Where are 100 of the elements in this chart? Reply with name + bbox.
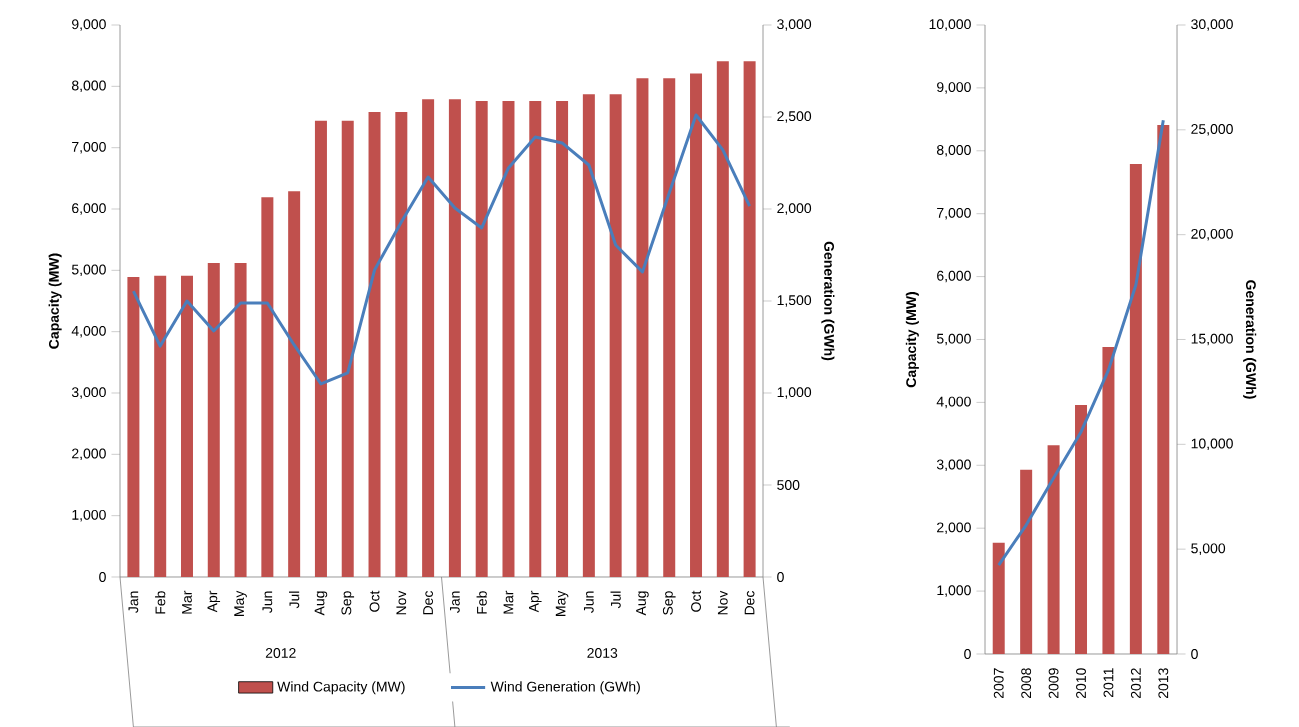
y2-tick-label: 1,500 [777, 295, 812, 307]
x-tick-label: Jan [128, 591, 139, 613]
bar [234, 262, 247, 577]
y-tick-label: 10,000 [929, 19, 971, 31]
bar [582, 94, 595, 577]
bar [368, 111, 381, 577]
y2-tick-label: 10,000 [1191, 438, 1233, 450]
bar [609, 94, 622, 577]
bar [1157, 124, 1170, 654]
x-tick-label: Dec [744, 590, 755, 615]
y2-tick-label: 3,000 [777, 19, 812, 31]
y2-tick-label: 2,000 [777, 203, 812, 215]
x-tick-label: Feb [476, 591, 487, 614]
line-series [997, 118, 1165, 567]
x-tick-label: Aug [314, 591, 328, 616]
x-tick-label: 2009 [1048, 668, 1059, 698]
y2-tick-label: 5,000 [1191, 543, 1226, 555]
y-tick-label: 5,000 [71, 264, 106, 276]
legend-label: Wind Generation (GWh) [490, 681, 640, 695]
y-tick-label: 8,000 [71, 80, 106, 92]
text: 2012 [265, 647, 296, 658]
y-tick-label: 9,000 [937, 81, 971, 94]
x-tick-label: Mar [182, 590, 192, 614]
bar [663, 78, 676, 577]
x-tick-label: Oct [691, 590, 701, 612]
y2-tick-label: 0 [1191, 648, 1198, 659]
y2-axis-title: Generation (GWh) [1243, 279, 1257, 399]
y2-tick-label: 30,000 [1191, 19, 1233, 31]
bar [154, 275, 167, 577]
y-tick-label: 1,000 [72, 509, 106, 522]
bar [422, 99, 435, 577]
x-tick-label: Nov [396, 590, 407, 615]
y-tick-label: 3,000 [71, 387, 106, 399]
y-tick-label: 4,000 [936, 396, 971, 408]
y-tick-label: 6,000 [72, 203, 106, 215]
bar [127, 276, 140, 577]
bar [992, 542, 1005, 654]
x-tick-label: 2011 [1103, 668, 1114, 697]
bar [448, 99, 461, 577]
x-tick-label: Jun [262, 591, 273, 613]
x-tick-label: 2013 [1158, 668, 1169, 698]
y-axis-title: Capacity (MW) [905, 291, 919, 387]
bar [261, 197, 274, 577]
y-axis-title: Capacity (MW) [48, 253, 62, 349]
bar [395, 111, 408, 577]
bar [341, 120, 354, 577]
y2-axis-title: Generation (GWh) [821, 241, 835, 360]
y-tick-label: 7,000 [937, 207, 971, 220]
y-tick-label: 2,000 [72, 448, 106, 460]
y-tick-label: 0 [99, 571, 106, 582]
x-tick-label: Apr [207, 590, 221, 613]
bar [502, 100, 515, 577]
y-tick-label: 2,000 [937, 522, 971, 534]
legend-label: Wind Capacity (MW) [277, 681, 405, 695]
bar [690, 73, 703, 577]
y-tick-label: 6,000 [937, 270, 971, 283]
bar [288, 191, 301, 577]
y2-tick-label: 20,000 [1191, 228, 1233, 241]
bar [1102, 346, 1115, 654]
y-tick-label: 9,000 [72, 19, 106, 31]
bar [636, 78, 649, 577]
bar [556, 100, 569, 577]
bar [314, 120, 327, 577]
x-tick-label: Apr [529, 590, 542, 613]
x-tick-label: Jan [450, 591, 460, 613]
text: 2013 [587, 647, 618, 658]
x-tick-label: May [234, 590, 247, 616]
y-tick-label: 8,000 [936, 144, 971, 157]
x-tick-label: Jul [610, 591, 621, 609]
bar [207, 262, 220, 577]
x-tick-label: May [555, 590, 569, 616]
y-tick-label: 3,000 [936, 459, 971, 471]
y2-tick-label: 15,000 [1191, 333, 1233, 346]
x-tick-label: 2008 [1021, 668, 1032, 698]
bar [1075, 404, 1088, 654]
x-tick-label: Sep [662, 591, 676, 615]
x-tick-label: Oct [369, 590, 380, 612]
bar [743, 61, 756, 577]
x-tick-label: 2007 [993, 668, 1004, 698]
y-tick-label: 0 [964, 648, 971, 659]
y-tick-label: 4,000 [71, 325, 106, 338]
bar [180, 275, 193, 577]
y2-tick-label: 2,500 [777, 111, 812, 123]
bar [1129, 163, 1142, 654]
y2-tick-label: 25,000 [1191, 123, 1233, 136]
bar [529, 100, 542, 577]
x-tick-label: Feb [155, 591, 166, 614]
bar [1047, 444, 1060, 654]
y-tick-label: 1,000 [937, 585, 971, 597]
y2-tick-label: 500 [777, 479, 800, 490]
line-series [131, 113, 752, 386]
x-tick-label: Jun [583, 591, 594, 613]
x-tick-label: Sep [341, 591, 355, 615]
y-tick-label: 5,000 [936, 333, 971, 346]
bar [475, 100, 488, 577]
bar [716, 61, 729, 577]
x-tick-label: 2010 [1076, 667, 1086, 698]
y2-tick-label: 0 [777, 571, 784, 582]
x-tick-label: Jul [289, 591, 300, 609]
x-tick-label: Mar [503, 590, 514, 614]
